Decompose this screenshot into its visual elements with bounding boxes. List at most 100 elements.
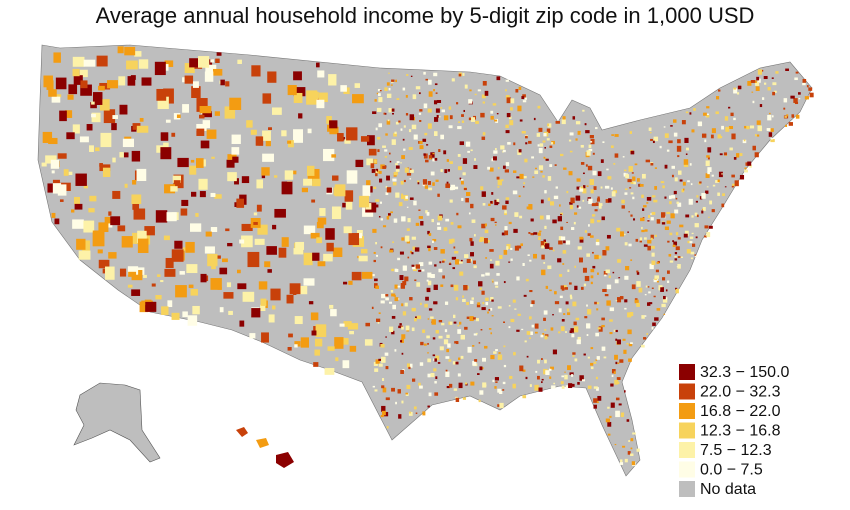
zip-area	[502, 389, 505, 391]
zip-area	[538, 165, 544, 170]
zip-area	[404, 302, 408, 307]
zip-area	[687, 240, 691, 244]
zip-area	[596, 239, 600, 243]
zip-area	[401, 216, 406, 222]
zip-area	[481, 191, 486, 197]
zip-area	[650, 213, 653, 215]
zip-area	[499, 402, 504, 409]
zip-area	[471, 219, 476, 223]
zip-area	[617, 362, 620, 365]
zip-area	[504, 210, 507, 214]
zip-area	[609, 307, 615, 312]
zip-area	[548, 368, 552, 371]
zip-area	[526, 355, 529, 358]
zip-area	[293, 129, 303, 143]
zip-area	[219, 267, 228, 275]
zip-area	[518, 149, 522, 153]
zip-area	[518, 86, 522, 90]
zip-area	[288, 333, 293, 338]
zip-area	[641, 344, 645, 348]
zip-area	[329, 120, 338, 129]
zip-area	[505, 79, 509, 82]
zip-area	[293, 92, 303, 103]
zip-area	[53, 52, 61, 63]
zip-area	[427, 342, 429, 345]
zip-area	[359, 195, 370, 208]
zip-area	[469, 237, 473, 242]
zip-area	[622, 156, 625, 158]
zip-area	[348, 280, 353, 285]
zip-area	[479, 239, 483, 242]
zip-area	[400, 180, 404, 185]
zip-area	[300, 337, 310, 348]
zip-area	[287, 85, 297, 96]
zip-area	[326, 187, 332, 193]
zip-area	[50, 159, 60, 169]
zip-area	[68, 84, 78, 95]
zip-area	[419, 141, 423, 145]
zip-area	[755, 86, 760, 91]
zip-area	[664, 297, 668, 300]
zip-area	[494, 386, 497, 389]
zip-area	[452, 361, 457, 365]
zip-area	[767, 114, 772, 121]
zip-area	[606, 300, 611, 306]
zip-area	[709, 200, 713, 205]
zip-area	[420, 221, 424, 226]
zip-area	[468, 117, 472, 121]
zip-area	[377, 136, 381, 140]
zip-area	[377, 149, 380, 153]
zip-area	[534, 331, 538, 334]
zip-area	[459, 271, 464, 276]
zip-area	[184, 75, 194, 84]
zip-area	[504, 230, 509, 236]
zip-area	[472, 361, 477, 366]
zip-area	[430, 373, 435, 378]
zip-area	[487, 166, 491, 170]
zip-area	[317, 70, 325, 78]
zip-area	[447, 169, 450, 172]
zip-area	[418, 269, 422, 272]
zip-area	[654, 186, 658, 190]
zip-area	[448, 239, 453, 244]
zip-area	[645, 159, 651, 163]
zip-area	[297, 285, 308, 295]
zip-area	[438, 116, 441, 118]
zip-area	[695, 200, 698, 203]
zip-area	[428, 155, 433, 160]
zip-area	[504, 169, 509, 173]
zip-area	[488, 309, 491, 311]
zip-area	[410, 169, 414, 173]
zip-area	[86, 124, 93, 131]
zip-area	[537, 144, 540, 147]
zip-area	[470, 149, 473, 152]
zip-area	[756, 120, 761, 125]
zip-area	[549, 289, 552, 292]
zip-area	[569, 294, 572, 298]
zip-area	[473, 317, 476, 320]
zip-area	[479, 366, 483, 371]
zip-area	[420, 341, 424, 346]
zip-area	[207, 253, 218, 267]
zip-area	[426, 144, 429, 146]
zip-area	[529, 384, 532, 387]
zip-area	[633, 181, 636, 185]
zip-area	[699, 181, 702, 184]
zip-area	[508, 221, 512, 225]
zip-area	[674, 252, 678, 255]
zip-area	[380, 415, 384, 418]
zip-area	[651, 245, 655, 249]
zip-area	[540, 241, 546, 247]
zip-area	[385, 397, 390, 401]
zip-area	[575, 121, 581, 125]
zip-area	[151, 283, 156, 287]
zip-area	[690, 251, 695, 255]
zip-area	[540, 199, 544, 204]
zip-area	[83, 59, 96, 67]
zip-area	[766, 128, 771, 131]
zip-area	[490, 307, 493, 311]
zip-area	[536, 133, 541, 137]
zip-area	[672, 244, 676, 247]
zip-area	[444, 329, 448, 333]
zip-area	[489, 263, 494, 269]
